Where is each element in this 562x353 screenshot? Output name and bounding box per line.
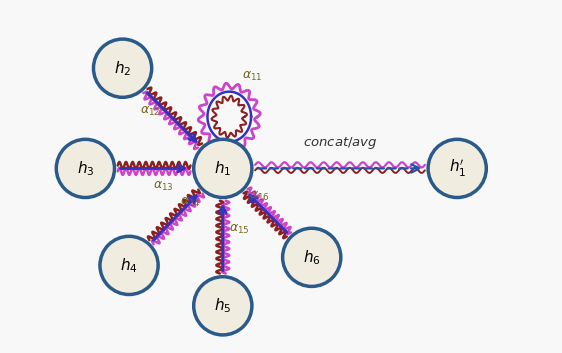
Text: $h_1$: $h_1$	[214, 159, 232, 178]
Circle shape	[56, 139, 115, 198]
Text: $\alpha_{16}$: $\alpha_{16}$	[249, 190, 270, 203]
Circle shape	[93, 39, 152, 97]
Text: $h_3$: $h_3$	[76, 159, 94, 178]
Text: $h_2$: $h_2$	[114, 59, 132, 78]
Text: $\alpha_{14}$: $\alpha_{14}$	[180, 196, 201, 209]
Text: $\alpha_{11}$: $\alpha_{11}$	[242, 70, 263, 83]
Circle shape	[194, 139, 252, 198]
Text: $\alpha_{12}$: $\alpha_{12}$	[140, 105, 160, 118]
Circle shape	[100, 236, 158, 294]
Text: $h_4$: $h_4$	[120, 256, 138, 275]
Circle shape	[428, 139, 486, 198]
Text: $h_6$: $h_6$	[303, 248, 320, 267]
Text: $h_1'$: $h_1'$	[448, 158, 466, 179]
Text: $\alpha_{13}$: $\alpha_{13}$	[153, 180, 174, 193]
Text: $h_5$: $h_5$	[214, 297, 232, 315]
Text: $\mathit{concat/avg}$: $\mathit{concat/avg}$	[303, 134, 377, 151]
Circle shape	[194, 277, 252, 335]
Text: $\alpha_{15}$: $\alpha_{15}$	[229, 222, 250, 235]
Circle shape	[283, 228, 341, 286]
